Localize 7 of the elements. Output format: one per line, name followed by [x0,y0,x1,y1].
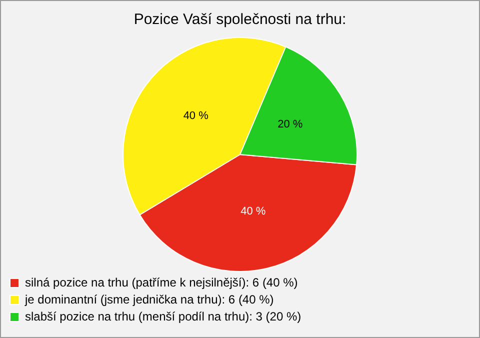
legend-label: silná pozice na trhu (patříme k nejsilnější): 6 (40 %) [25,275,298,290]
data-label: 40 % [183,110,209,122]
data-label: 20 % [278,118,303,130]
data-label: 40 % [240,206,266,218]
chart-title: Pozice Vaší společnosti na trhu: [134,11,346,28]
legend-label: slabší pozice na trhu (menší podíl na trhu): 3 (20 %) [25,309,302,324]
legend-label: je dominantní (jsme jednička na trhu): 6 (40 %) [24,292,274,306]
